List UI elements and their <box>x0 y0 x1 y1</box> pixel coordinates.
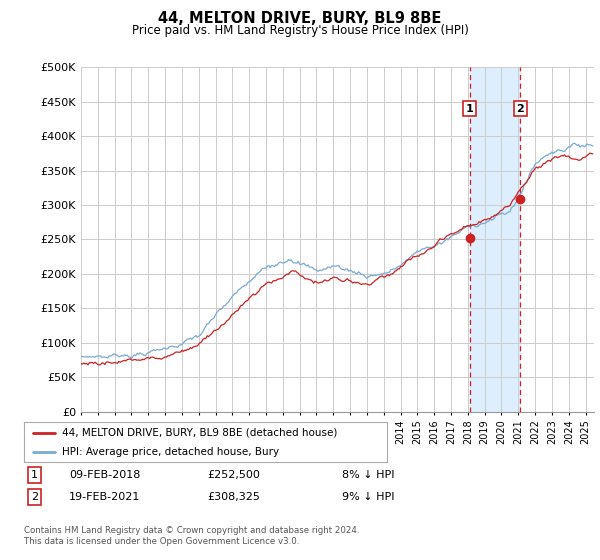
Text: 9% ↓ HPI: 9% ↓ HPI <box>342 492 395 502</box>
Bar <box>470 67 520 412</box>
Text: Contains HM Land Registry data © Crown copyright and database right 2024.
This d: Contains HM Land Registry data © Crown c… <box>24 526 359 546</box>
Text: £252,500: £252,500 <box>207 470 260 480</box>
Text: 09-FEB-2018: 09-FEB-2018 <box>69 470 140 480</box>
Text: 1: 1 <box>466 104 473 114</box>
Text: 19-FEB-2021: 19-FEB-2021 <box>69 492 140 502</box>
Text: Price paid vs. HM Land Registry's House Price Index (HPI): Price paid vs. HM Land Registry's House … <box>131 24 469 36</box>
Text: 44, MELTON DRIVE, BURY, BL9 8BE: 44, MELTON DRIVE, BURY, BL9 8BE <box>158 11 442 26</box>
Text: HPI: Average price, detached house, Bury: HPI: Average price, detached house, Bury <box>62 447 279 457</box>
Text: 8% ↓ HPI: 8% ↓ HPI <box>342 470 395 480</box>
Text: £308,325: £308,325 <box>207 492 260 502</box>
Text: 2: 2 <box>517 104 524 114</box>
Text: 1: 1 <box>31 470 38 480</box>
Text: 44, MELTON DRIVE, BURY, BL9 8BE (detached house): 44, MELTON DRIVE, BURY, BL9 8BE (detache… <box>62 428 337 437</box>
Text: 2: 2 <box>31 492 38 502</box>
